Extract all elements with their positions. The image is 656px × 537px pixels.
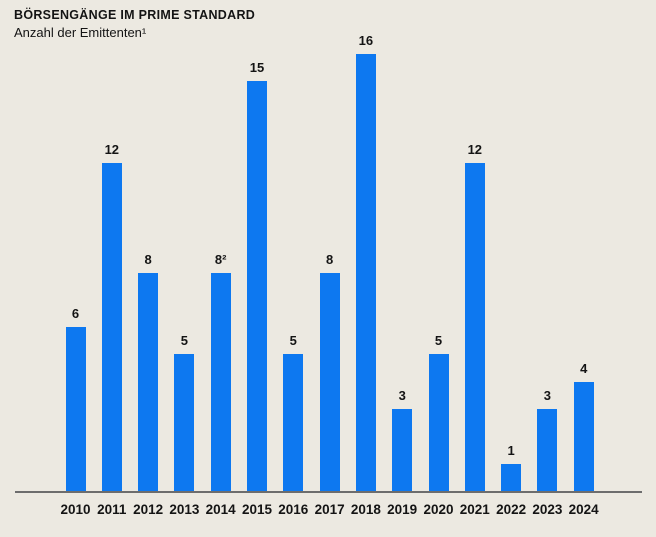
bar-value-label-2024: 4: [580, 361, 588, 376]
x-axis-line: [15, 491, 642, 493]
bar-2011: [101, 163, 122, 491]
bar-value-label-2011: 12: [104, 142, 120, 157]
bar-value-label-2020: 5: [434, 333, 443, 348]
x-axis-tick-2010: 2010: [60, 502, 91, 517]
bar-2017: [319, 273, 340, 491]
x-axis-tick-2012: 2012: [133, 502, 164, 517]
bar-2019: [392, 409, 413, 491]
x-axis-tick-2022: 2022: [496, 502, 527, 517]
bar-value-label-2016: 5: [289, 333, 297, 348]
bar-2024: [573, 382, 594, 491]
x-axis-tick-2024: 2024: [568, 502, 599, 517]
x-axis-tick-2021: 2021: [459, 502, 490, 517]
x-axis-tick-2020: 2020: [423, 502, 454, 517]
bar-2013: [174, 354, 195, 491]
bar-value-label-2019: 3: [398, 388, 406, 403]
bar-2021: [464, 163, 485, 491]
bar-value-label-2017: 8: [325, 252, 334, 267]
bar-value-label-2013: 5: [180, 333, 188, 348]
bar-2020: [428, 354, 449, 491]
x-axis-tick-2023: 2023: [532, 502, 563, 517]
bar-2015: [247, 81, 267, 491]
x-axis-tick-2015: 2015: [241, 502, 273, 517]
bar-value-label-2018: 16: [358, 33, 374, 48]
chart-subtitle: Anzahl der Emittenten¹: [14, 25, 147, 40]
x-axis-tick-2014: 2014: [205, 502, 236, 517]
bar-2010: [65, 327, 86, 491]
bar-value-label-2014: 8²: [214, 252, 227, 267]
x-axis-tick-2018: 2018: [350, 502, 381, 517]
bar-value-label-2015: 15: [249, 60, 265, 75]
bar-2018: [355, 54, 376, 491]
bar-2022: [501, 464, 522, 491]
x-axis-tick-2019: 2019: [387, 502, 418, 517]
bar-value-label-2010: 6: [71, 306, 80, 321]
chart-header: BÖRSENGÄNGE IM PRIME STANDARD Anzahl der…: [14, 8, 255, 40]
bar-value-label-2023: 3: [543, 388, 551, 403]
bar-value-label-2012: 8: [144, 252, 152, 267]
x-axis-tick-2013: 2013: [169, 502, 200, 517]
bar-2023: [537, 409, 558, 491]
bar-2016: [283, 354, 304, 491]
x-axis-tick-2011: 2011: [97, 502, 127, 517]
bar-2014: [210, 273, 231, 491]
bar-value-label-2022: 1: [507, 443, 515, 458]
x-axis-tick-2017: 2017: [314, 502, 345, 517]
x-axis-tick-2016: 2016: [278, 502, 309, 517]
bar-2012: [138, 273, 159, 491]
bar-value-label-2021: 12: [467, 142, 483, 157]
chart-title: BÖRSENGÄNGE IM PRIME STANDARD: [14, 8, 256, 22]
